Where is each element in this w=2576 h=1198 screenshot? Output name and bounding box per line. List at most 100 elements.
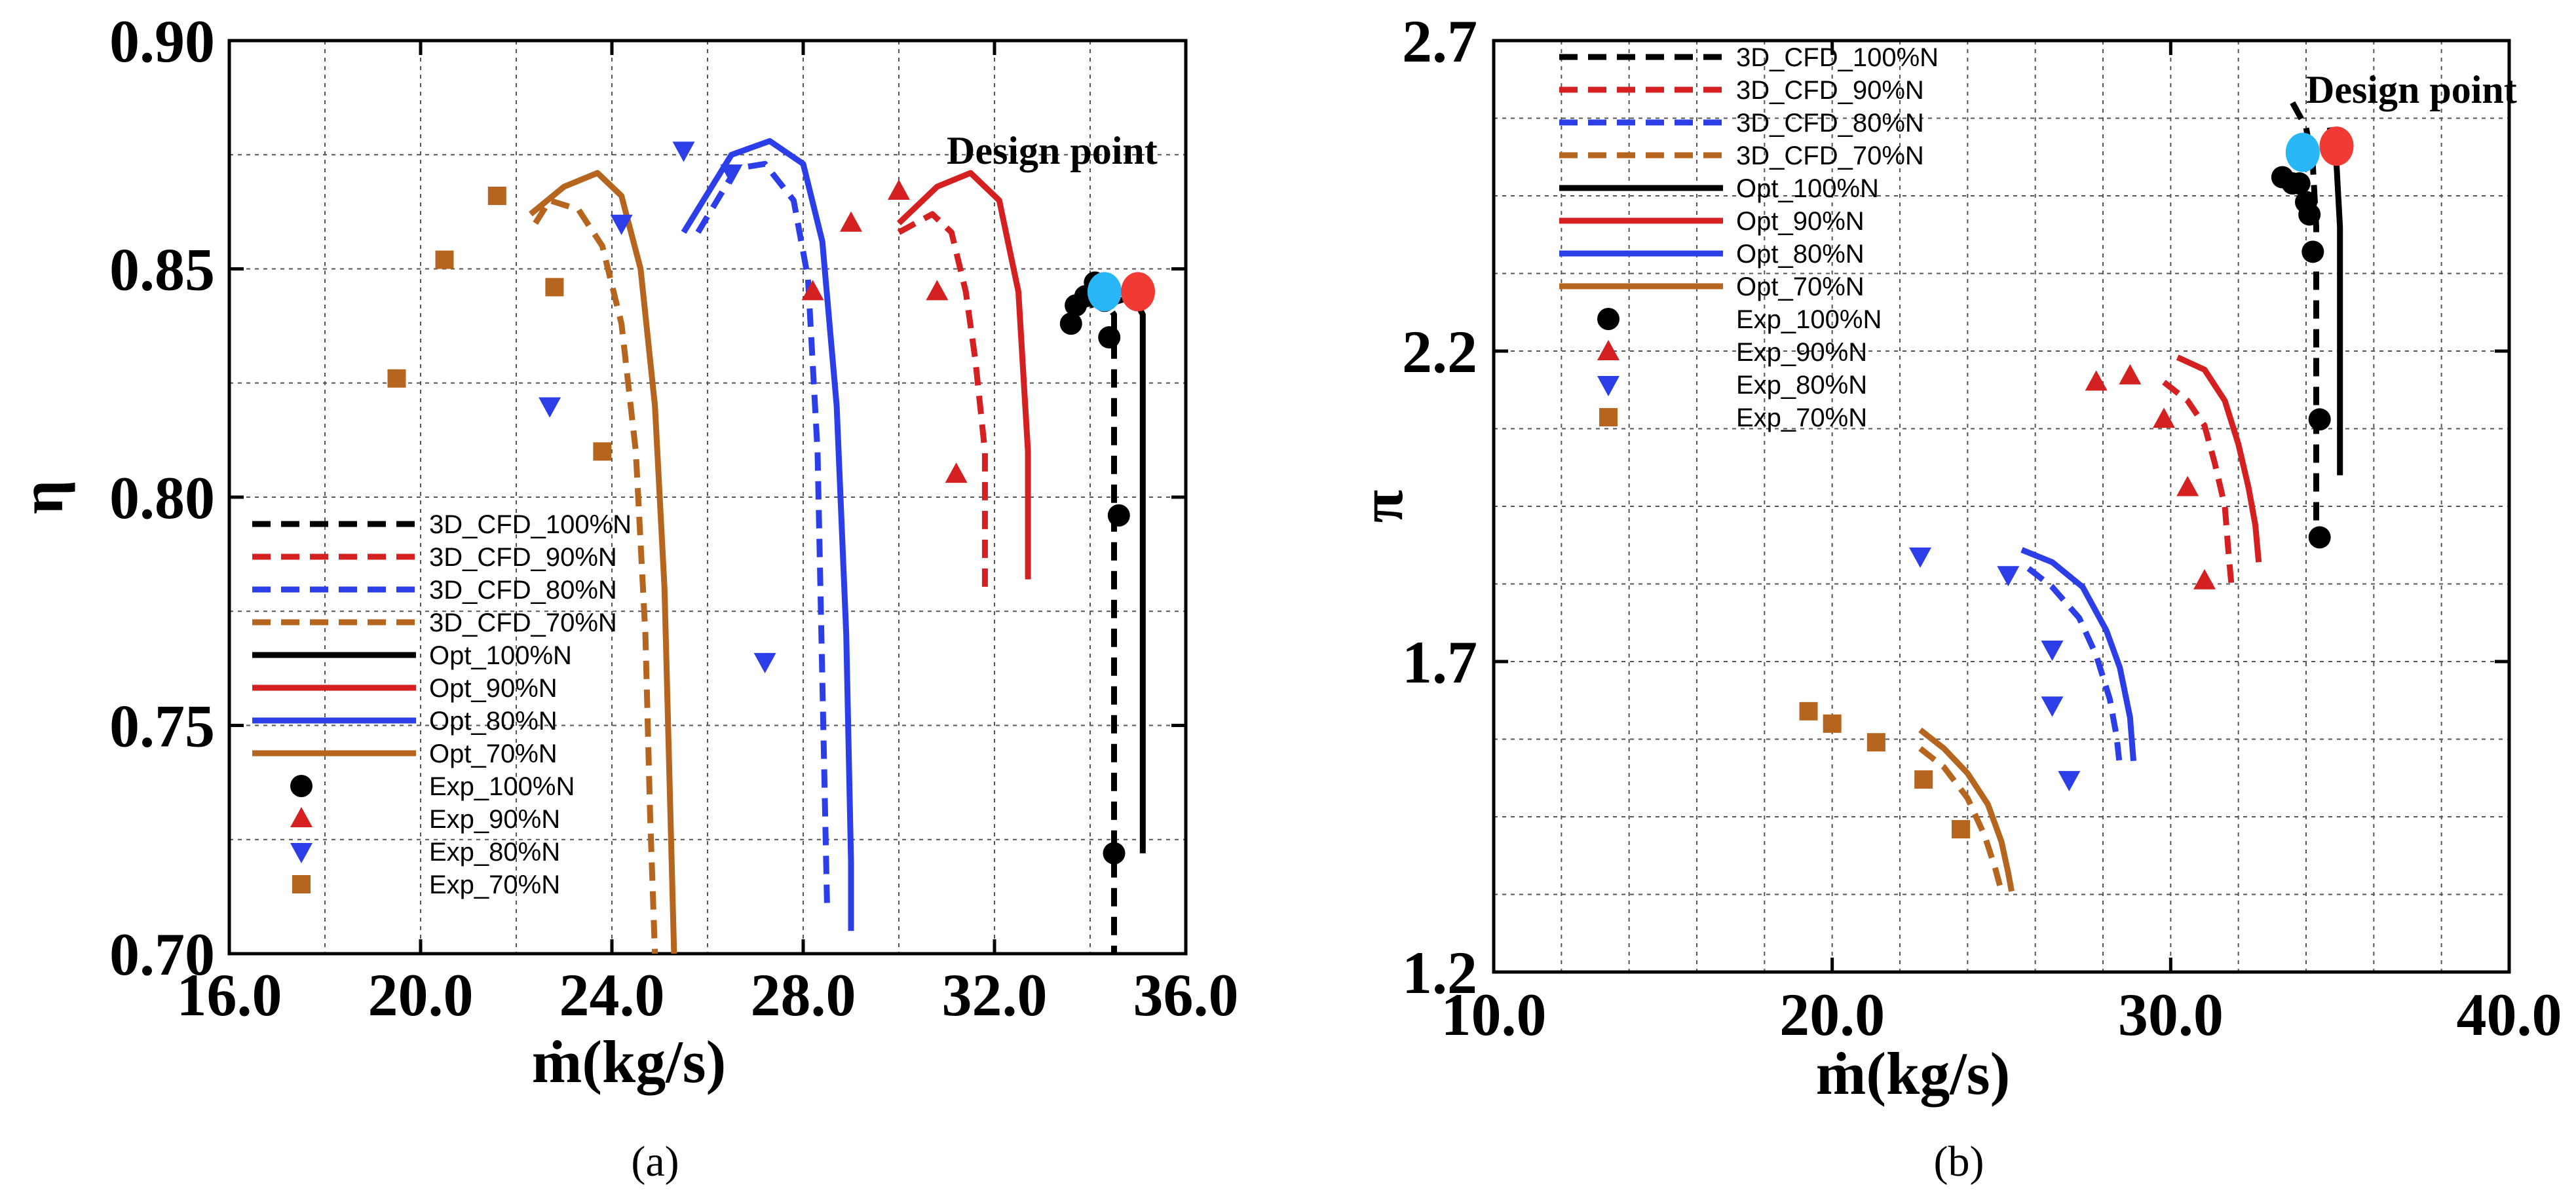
series-exp-90-n-point [945, 462, 968, 483]
series-exp-80-n-point [610, 214, 633, 235]
legend-label: 3D_CFD_100%N [1736, 43, 1939, 72]
series-exp-80-n-point [753, 652, 776, 673]
series-3d-cfd-90-n-line [897, 211, 988, 589]
series-exp-100-n-point [1098, 326, 1121, 349]
y-axis-label: η [9, 480, 75, 514]
x-tick-label: 10.0 [1441, 981, 1547, 1048]
y-tick-label: 0.70 [109, 921, 215, 988]
series-exp-70-n-point [1823, 714, 1842, 733]
y-tick-label: 0.90 [109, 8, 215, 75]
y-tick-label: 2.2 [1402, 318, 1477, 385]
series-exp-100-n-point [1059, 312, 1082, 335]
series-exp-90-n-point [840, 211, 862, 232]
legend-marker [290, 807, 313, 827]
plot-area [387, 138, 1155, 954]
series-exp-70-n-point [487, 186, 506, 205]
series-exp-70-n-point [435, 250, 454, 269]
legend-item: Exp_100%N [290, 772, 575, 801]
y-axis-label: π [1348, 490, 1415, 523]
series-exp-100-n-point [2298, 203, 2321, 226]
caption-a: (a) [631, 1138, 679, 1186]
series-exp-70-n-point [545, 278, 564, 297]
legend-marker [1597, 376, 1619, 396]
x-tick-label: 32.0 [942, 962, 1048, 1028]
series-exp-70-n-point [593, 442, 612, 461]
x-tick-label: 40.0 [2457, 981, 2562, 1048]
legend-label: Opt_100%N [429, 641, 572, 670]
legend-marker [1597, 308, 1619, 330]
series-exp-90-n-point [888, 179, 910, 200]
series-exp-70-n-point [1799, 702, 1818, 721]
series-exp-80-n-point [2058, 771, 2081, 792]
series-exp-100-n-point [2301, 240, 2324, 263]
legend-item: 3D_CFD_90%N [1559, 76, 1924, 105]
y-tick-label: 0.80 [109, 464, 215, 531]
series-exp-90-n-point [2085, 370, 2108, 391]
series-3d-cfd-70-n-line [1918, 746, 2005, 892]
legend-label: Opt_100%N [1736, 174, 1879, 203]
legend-item: 3D_CFD_100%N [252, 510, 632, 539]
legend: 3D_CFD_100%N 3D_CFD_90%N 3D_CFD_80%N 3D_CFD… [252, 510, 632, 899]
legend-item: 3D_CFD_80%N [1559, 109, 1924, 138]
series-exp-80-n-point [672, 141, 695, 162]
x-tick-label: 28.0 [751, 962, 856, 1028]
legend-item: Opt_90%N [1559, 207, 1865, 236]
series-exp-100-n-point [2308, 408, 2331, 431]
series-exp-100-n-point [1107, 504, 1130, 527]
series-exp-100-n-point [2288, 172, 2311, 195]
legend-label: Exp_100%N [429, 772, 575, 801]
legend: 3D_CFD_100%N 3D_CFD_90%N 3D_CFD_80%N 3D_CFD… [1559, 43, 1939, 432]
legend-marker [290, 843, 313, 863]
legend-marker [1597, 340, 1619, 360]
x-tick-label: 30.0 [2118, 981, 2224, 1048]
x-tick-label: 36.0 [1133, 962, 1239, 1028]
design-point-annotation: Design point [2306, 68, 2517, 111]
series-exp-90-n-point [2193, 569, 2216, 590]
series-design-point-point [2319, 126, 2354, 166]
series-exp-70-n-point [387, 369, 406, 388]
legend-item: Opt_80%N [252, 707, 558, 736]
legend-marker [290, 775, 313, 797]
legend-label: Exp_70%N [1736, 403, 1867, 432]
series-exp-70-n-point [1914, 770, 1933, 789]
legend-item: 3D_CFD_80%N [252, 576, 617, 605]
legend-label: Opt_80%N [1736, 240, 1865, 269]
series-exp-80-n-point [720, 164, 743, 185]
legend-label: Exp_100%N [1736, 305, 1882, 334]
series-opt-90-n-line [896, 170, 1031, 580]
series-exp-70-n-point [1866, 733, 1885, 752]
caption-b: (b) [1934, 1138, 1984, 1186]
series-exp-80-n-point [2041, 641, 2064, 662]
series-design-point-point [1121, 272, 1155, 312]
legend-label: Opt_70%N [1736, 272, 1865, 301]
plot-frame [1492, 39, 2511, 974]
series-exp-100-n-point [2308, 526, 2331, 549]
legend-marker [292, 875, 311, 893]
legend-item: 3D_CFD_70%N [1559, 141, 1924, 170]
x-axis-label: ṁ(kg/s) [532, 1028, 726, 1095]
legend-label: 3D_CFD_90%N [1736, 76, 1924, 105]
x-tick-label: 20.0 [368, 962, 474, 1028]
legend-item: 3D_CFD_100%N [1559, 43, 1939, 72]
x-tick-label: 20.0 [1779, 981, 1885, 1048]
panel-b-pressure-ratio-chart: 10.0 20.0 30.0 40.0 1.2 1.7 2.2 2.7 ṁ(kg/s) π Desi… [1348, 8, 2562, 1107]
legend-label: Exp_80%N [429, 838, 560, 867]
legend-label: Exp_90%N [1736, 338, 1867, 367]
series-opt-90-n-line [2176, 354, 2262, 563]
x-tick-label: 16.0 [177, 962, 282, 1028]
series-exp-90-n-point [2153, 407, 2175, 428]
y-tick-label: 0.75 [109, 693, 215, 760]
series-design-point-point [2285, 132, 2320, 172]
grid [229, 41, 1186, 954]
legend-label: 3D_CFD_80%N [429, 576, 617, 605]
legend-item: Opt_100%N [252, 641, 572, 670]
series-exp-80-n-point [1997, 566, 2020, 587]
legend-item: 3D_CFD_70%N [252, 608, 617, 637]
legend-label: 3D_CFD_90%N [429, 543, 617, 572]
legend-label: Opt_70%N [429, 739, 558, 768]
series-3d-cfd-80-n-line [695, 160, 830, 908]
series-exp-80-n-point [1909, 547, 1931, 568]
legend-item: Exp_80%N [290, 838, 560, 867]
legend-item: Opt_70%N [1559, 272, 1865, 301]
